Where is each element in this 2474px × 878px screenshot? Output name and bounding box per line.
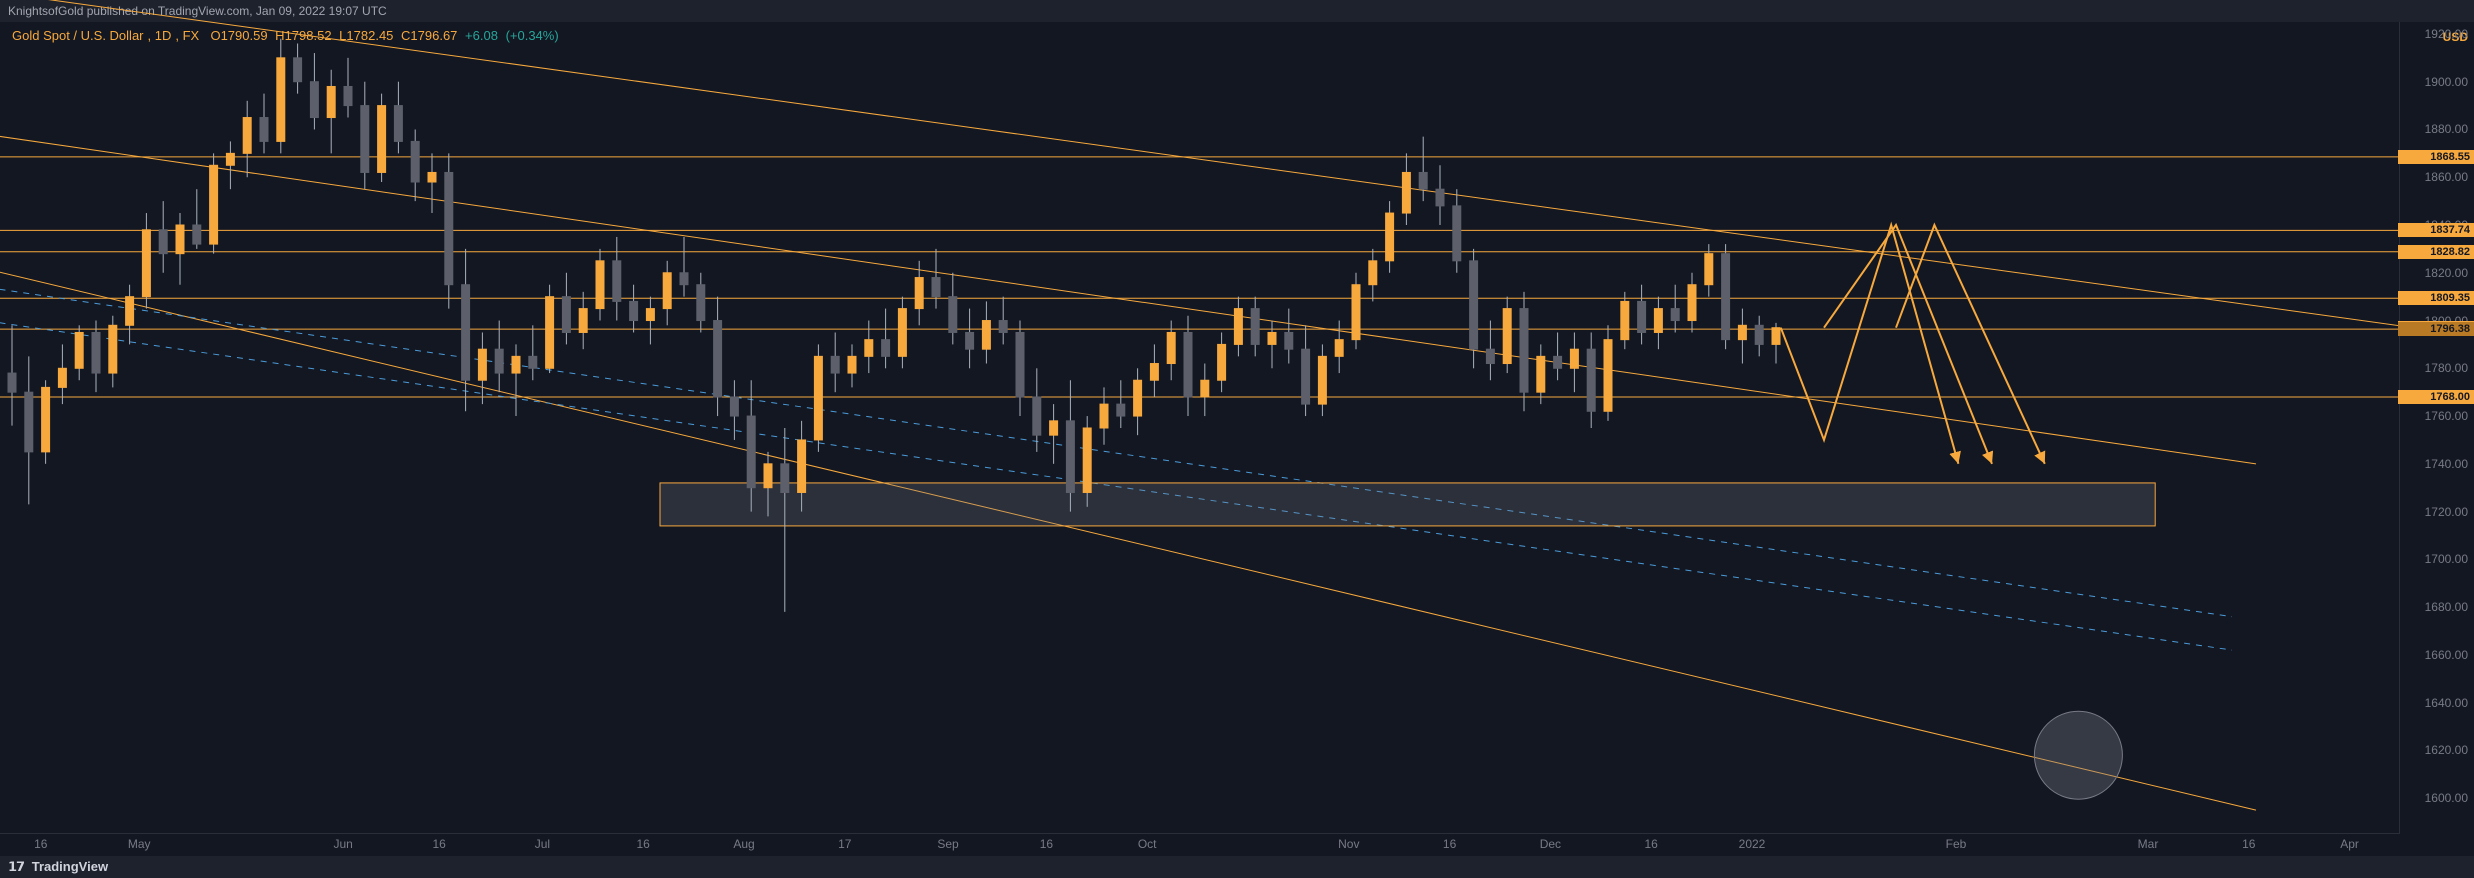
price-tag: 1837.74 bbox=[2398, 223, 2474, 237]
time-tick: Feb bbox=[1946, 837, 1967, 851]
time-tick: 16 bbox=[1443, 837, 1456, 851]
price-tick: 1740.00 bbox=[2425, 457, 2468, 471]
time-tick: 16 bbox=[1645, 837, 1658, 851]
time-tick: 16 bbox=[637, 837, 650, 851]
price-tick: 1620.00 bbox=[2425, 743, 2468, 757]
price-tick: 1880.00 bbox=[2425, 122, 2468, 136]
trend-line bbox=[0, 282, 2232, 616]
demand-zone bbox=[660, 483, 2155, 526]
tradingview-text: TradingView bbox=[32, 859, 108, 874]
price-tick: 1700.00 bbox=[2425, 552, 2468, 566]
projection-arrow bbox=[1824, 225, 1992, 464]
price-tag: 1868.55 bbox=[2398, 150, 2474, 164]
time-tick: Dec bbox=[1540, 837, 1561, 851]
time-axis[interactable]: 16 May Jun 16 Jul 16 Aug 17 Sep 16 Oct Nov 16 Dec 16 20… bbox=[0, 833, 2400, 856]
price-tick: 1660.00 bbox=[2425, 648, 2468, 662]
chart-pane[interactable] bbox=[0, 22, 2400, 834]
price-tag: 1796.38 bbox=[2398, 322, 2474, 336]
target-circle bbox=[2034, 711, 2122, 799]
price-tag: 1828.82 bbox=[2398, 245, 2474, 259]
trend-line bbox=[0, 129, 2256, 463]
chart-svg bbox=[0, 22, 2400, 834]
price-tag: 1768.00 bbox=[2398, 390, 2474, 404]
time-tick: 16 bbox=[433, 837, 446, 851]
footer-bar: 𝟭𝟳 TradingView bbox=[0, 856, 2474, 878]
price-tick: 1640.00 bbox=[2425, 696, 2468, 710]
time-tick: Sep bbox=[937, 837, 958, 851]
price-tick: 1900.00 bbox=[2425, 75, 2468, 89]
price-tag: 1809.35 bbox=[2398, 291, 2474, 305]
publish-bar: KnightsofGold published on TradingView.c… bbox=[0, 0, 2474, 22]
price-tick: 1680.00 bbox=[2425, 600, 2468, 614]
time-tick: Mar bbox=[2138, 837, 2159, 851]
time-tick: Apr bbox=[2340, 837, 2359, 851]
time-tick: Jul bbox=[535, 837, 550, 851]
time-tick: 2022 bbox=[1739, 837, 1766, 851]
price-tick: 1760.00 bbox=[2425, 409, 2468, 423]
time-tick: 16 bbox=[1040, 837, 1053, 851]
price-axis[interactable]: USD 1920.001900.001880.001860.001840.001… bbox=[2399, 22, 2474, 834]
time-tick: 16 bbox=[34, 837, 47, 851]
trend-line bbox=[0, 261, 2256, 810]
time-tick: 17 bbox=[838, 837, 851, 851]
publish-text: KnightsofGold published on TradingView.c… bbox=[8, 4, 387, 18]
time-tick: Aug bbox=[733, 837, 754, 851]
tradingview-logo-icon: 𝟭𝟳 bbox=[8, 859, 24, 874]
price-tick: 1600.00 bbox=[2425, 791, 2468, 805]
price-tick: 1820.00 bbox=[2425, 266, 2468, 280]
price-tick: 1860.00 bbox=[2425, 170, 2468, 184]
time-tick: 16 bbox=[2242, 837, 2255, 851]
time-tick: Nov bbox=[1338, 837, 1359, 851]
time-tick: Oct bbox=[1138, 837, 1157, 851]
price-tick: 1720.00 bbox=[2425, 505, 2468, 519]
price-tick: 1780.00 bbox=[2425, 361, 2468, 375]
price-tick: 1920.00 bbox=[2425, 27, 2468, 41]
time-tick: May bbox=[128, 837, 151, 851]
projection-arrow bbox=[1896, 225, 2045, 464]
time-tick: Jun bbox=[334, 837, 353, 851]
